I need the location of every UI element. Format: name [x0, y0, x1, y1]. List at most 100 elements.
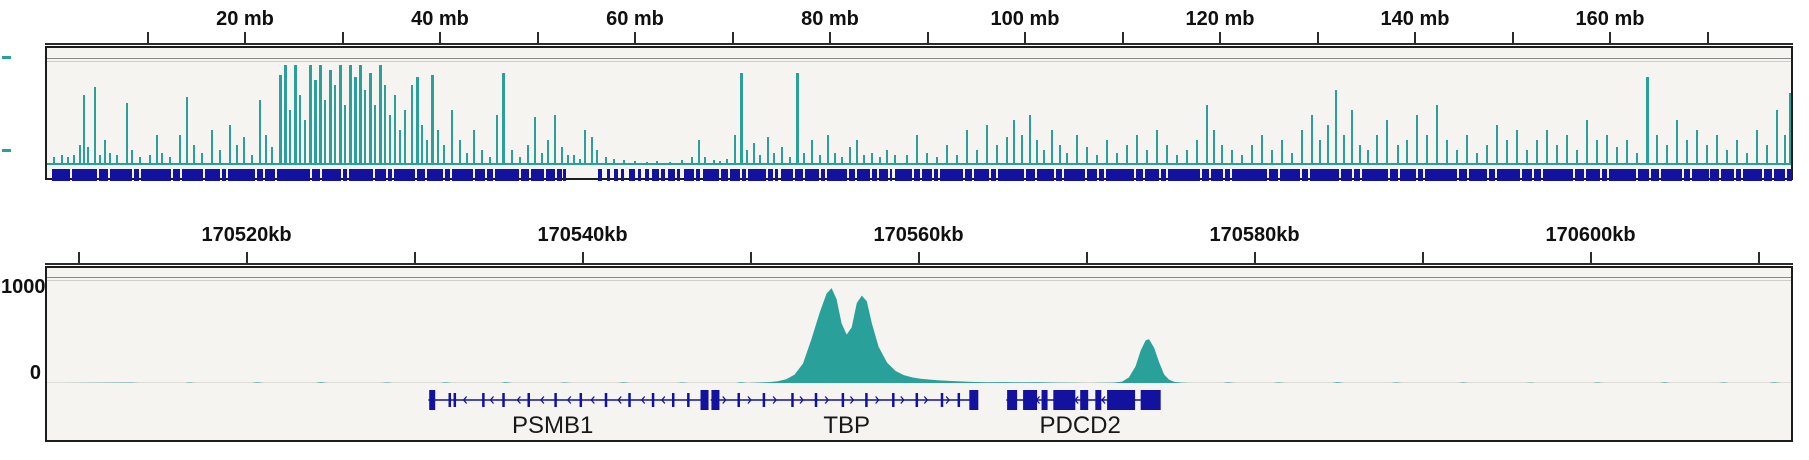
coverage-bar: [773, 153, 776, 165]
annotation-segment: [342, 169, 348, 181]
annotation-segment: [1224, 169, 1230, 181]
coverage-bar: [138, 157, 141, 165]
coverage-bar: [833, 153, 836, 165]
exon: [429, 390, 436, 410]
strand-arrow: [722, 396, 727, 404]
exon: [671, 393, 675, 407]
coverage-bar: [79, 145, 82, 165]
coverage-bar: [1716, 135, 1719, 165]
strand-arrow: [661, 396, 666, 404]
coverage-bar: [264, 135, 267, 165]
coverage-bar: [243, 137, 246, 165]
coverage-bar: [795, 73, 799, 165]
annotation-segment: [1496, 169, 1521, 181]
coverage-bar: [656, 161, 659, 165]
coverage-bar: [324, 100, 326, 165]
annotation-segment: [1211, 169, 1223, 181]
axis-tick: [439, 32, 441, 43]
track-ylim-mark-bottom: [2, 149, 11, 152]
axis-tick-label: 170520kb: [201, 224, 292, 246]
exon: [892, 393, 895, 407]
annotation-segment: [1353, 169, 1361, 181]
coverage-bar: [229, 125, 232, 165]
exon: [865, 393, 868, 407]
coverage-bar: [734, 135, 737, 165]
coverage-bar: [480, 150, 483, 165]
coverage-bar: [604, 157, 607, 165]
coverage-bar: [690, 157, 693, 165]
axis-tick-label: 60 mb: [606, 8, 664, 30]
coverage-bar: [450, 110, 453, 165]
strand-arrow: [617, 396, 622, 404]
gene-label: PSMB1: [511, 412, 594, 439]
exon: [737, 393, 740, 407]
coverage-bar: [1065, 153, 1068, 165]
coverage-bar: [579, 159, 582, 165]
annotation-segment: [794, 169, 803, 181]
exon: [448, 393, 452, 407]
coverage-bar: [1005, 137, 1008, 165]
coverage-bar: [271, 147, 274, 165]
annotation-segment: [557, 169, 562, 181]
coverage-bar: [1516, 130, 1519, 165]
coverage-bar: [1367, 150, 1370, 165]
annotation-segment: [264, 169, 276, 181]
annotation-segment: [520, 169, 529, 181]
annotation-segment: [651, 169, 660, 181]
coverage-bar: [344, 105, 347, 165]
annotation-segment: [1602, 169, 1608, 181]
coverage-bar: [1766, 145, 1769, 165]
strand-arrow: [1101, 396, 1106, 404]
coverage-bar: [495, 115, 498, 165]
coverage-bar: [87, 147, 90, 165]
strand-arrow: [824, 396, 830, 404]
coverage-bar: [623, 160, 626, 165]
coverage-bar: [309, 65, 313, 165]
annotation-segment: [427, 169, 443, 181]
coverage-bar: [1476, 153, 1479, 165]
exon: [1007, 390, 1018, 410]
exon: [604, 393, 608, 407]
coverage-bar: [526, 145, 529, 165]
coverage-and-genes-canvas: [63, 288, 1781, 410]
coverage-bar: [541, 153, 544, 165]
exon: [957, 393, 961, 407]
axis-tick: [341, 32, 344, 43]
axis-tick: [1121, 32, 1124, 43]
coverage-bar: [1059, 145, 1062, 165]
annotation-segment: [878, 169, 888, 181]
coverage-bar: [328, 70, 332, 165]
chromosome-overview-panel: [45, 46, 1793, 181]
coverage-bar: [1251, 145, 1254, 165]
coverage-bar: [185, 97, 188, 165]
coverage-bar: [704, 157, 707, 165]
annotation-segment: [1026, 169, 1035, 181]
annotation-segment: [1691, 169, 1709, 181]
axis-tick-label: 160 mb: [1575, 8, 1645, 30]
coverage-bar: [1230, 150, 1233, 165]
coverage-bar: [354, 77, 358, 165]
coverage-bar: [363, 90, 366, 165]
coverage-bar: [810, 140, 813, 165]
axis-tick: [1757, 252, 1760, 263]
annotation-segment: [781, 169, 793, 181]
annotation-segment: [546, 169, 556, 181]
coverage-bar: [995, 145, 998, 165]
annotation-segment: [1638, 169, 1650, 181]
coverage-bar: [333, 85, 336, 165]
coverage-bar: [1495, 125, 1498, 165]
annotation-segment: [1773, 169, 1785, 181]
coverage-bar: [1575, 150, 1578, 165]
annotation-segment: [172, 169, 180, 181]
coverage-bar: [1300, 130, 1303, 165]
strand-arrow: [462, 396, 468, 404]
annotation-segment: [1362, 169, 1388, 181]
coverage-bar: [753, 143, 755, 165]
axis-tick: [413, 252, 416, 263]
coverage-bar: [1446, 140, 1449, 165]
gene-label: PDCD2: [1039, 412, 1121, 439]
annotation-segment: [1201, 169, 1210, 181]
axis-tick-label: 80 mb: [801, 8, 859, 30]
coverage-bar: [1416, 115, 1418, 165]
coverage-bar: [52, 157, 55, 165]
